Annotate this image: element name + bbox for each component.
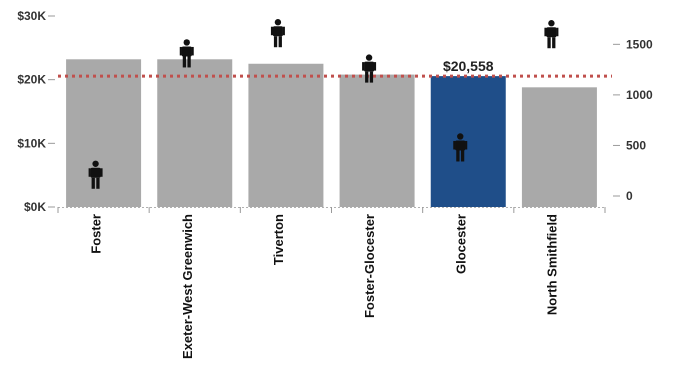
bar — [521, 87, 597, 207]
person-icon — [453, 133, 468, 162]
x-axis-labels: Foster Exeter-West Greenwich Tiverton Foste… — [57, 207, 606, 359]
bar — [157, 59, 233, 207]
bars-group — [66, 59, 597, 207]
person-left-leg — [182, 56, 187, 68]
x-category-label: Foster — [89, 214, 104, 254]
left-tick-label: $30K — [17, 9, 46, 23]
person-left-arm — [544, 27, 547, 37]
person-right-leg — [187, 56, 191, 68]
person-head — [548, 20, 555, 27]
person-right-leg — [369, 71, 374, 83]
person-right-arm — [556, 27, 559, 37]
bar — [339, 74, 415, 207]
left-y-axis: $0K $10K $20K $30K — [17, 9, 55, 214]
person-right-leg — [278, 36, 282, 48]
person-left-leg — [273, 36, 278, 48]
person-left-arm — [270, 26, 274, 36]
person-head — [457, 133, 464, 140]
person-right-arm — [191, 46, 194, 56]
right-y-axis: 0 500 1000 1500 — [613, 37, 653, 203]
person-torso — [364, 61, 375, 72]
bar — [430, 76, 506, 207]
person-left-leg — [456, 150, 460, 162]
person-head — [92, 160, 99, 167]
person-left-leg — [365, 71, 369, 83]
person-right-arm — [100, 168, 103, 177]
person-left-arm — [179, 46, 182, 56]
person-right-leg — [460, 150, 465, 162]
bar — [248, 63, 324, 207]
x-category-label: North Smithfield — [544, 214, 559, 315]
person-left-arm — [362, 62, 365, 71]
person-icon — [179, 39, 194, 68]
x-category-label: Glocester — [453, 214, 468, 274]
person-torso — [546, 27, 557, 38]
person-right-leg — [96, 177, 100, 189]
left-tick-label: $0K — [24, 200, 46, 214]
left-tick-label: $10K — [17, 136, 46, 150]
person-right-arm — [282, 26, 285, 36]
person-right-leg — [552, 37, 556, 49]
reference-line-label: $20,558 — [443, 58, 494, 74]
person-torso — [455, 140, 466, 151]
reference-line-group: $20,558 — [58, 58, 612, 78]
person-right-arm — [373, 62, 377, 71]
person-markers — [88, 19, 559, 189]
right-tick-label: 1500 — [626, 37, 653, 51]
right-tick-label: 1000 — [626, 88, 653, 102]
person-left-arm — [453, 140, 456, 150]
bar — [66, 59, 142, 207]
person-head — [274, 19, 282, 26]
person-head — [365, 54, 373, 61]
x-category-label: Exeter-West Greenwich — [180, 214, 195, 359]
person-left-arm — [88, 168, 91, 177]
person-torso — [272, 26, 283, 37]
person-icon — [362, 54, 377, 83]
right-tick-label: 0 — [626, 189, 633, 203]
right-tick-label: 500 — [626, 138, 646, 152]
left-tick-label: $20K — [17, 73, 46, 87]
person-torso — [181, 46, 192, 57]
person-icon — [270, 19, 285, 48]
x-category-label: Tiverton — [271, 214, 286, 265]
person-icon — [88, 160, 103, 189]
x-category-label: Foster-Glocester — [362, 214, 377, 318]
person-left-leg — [547, 37, 551, 49]
person-left-leg — [91, 177, 95, 189]
person-head — [183, 39, 190, 46]
person-right-arm — [465, 140, 468, 150]
person-torso — [90, 167, 101, 178]
person-icon — [544, 20, 559, 49]
